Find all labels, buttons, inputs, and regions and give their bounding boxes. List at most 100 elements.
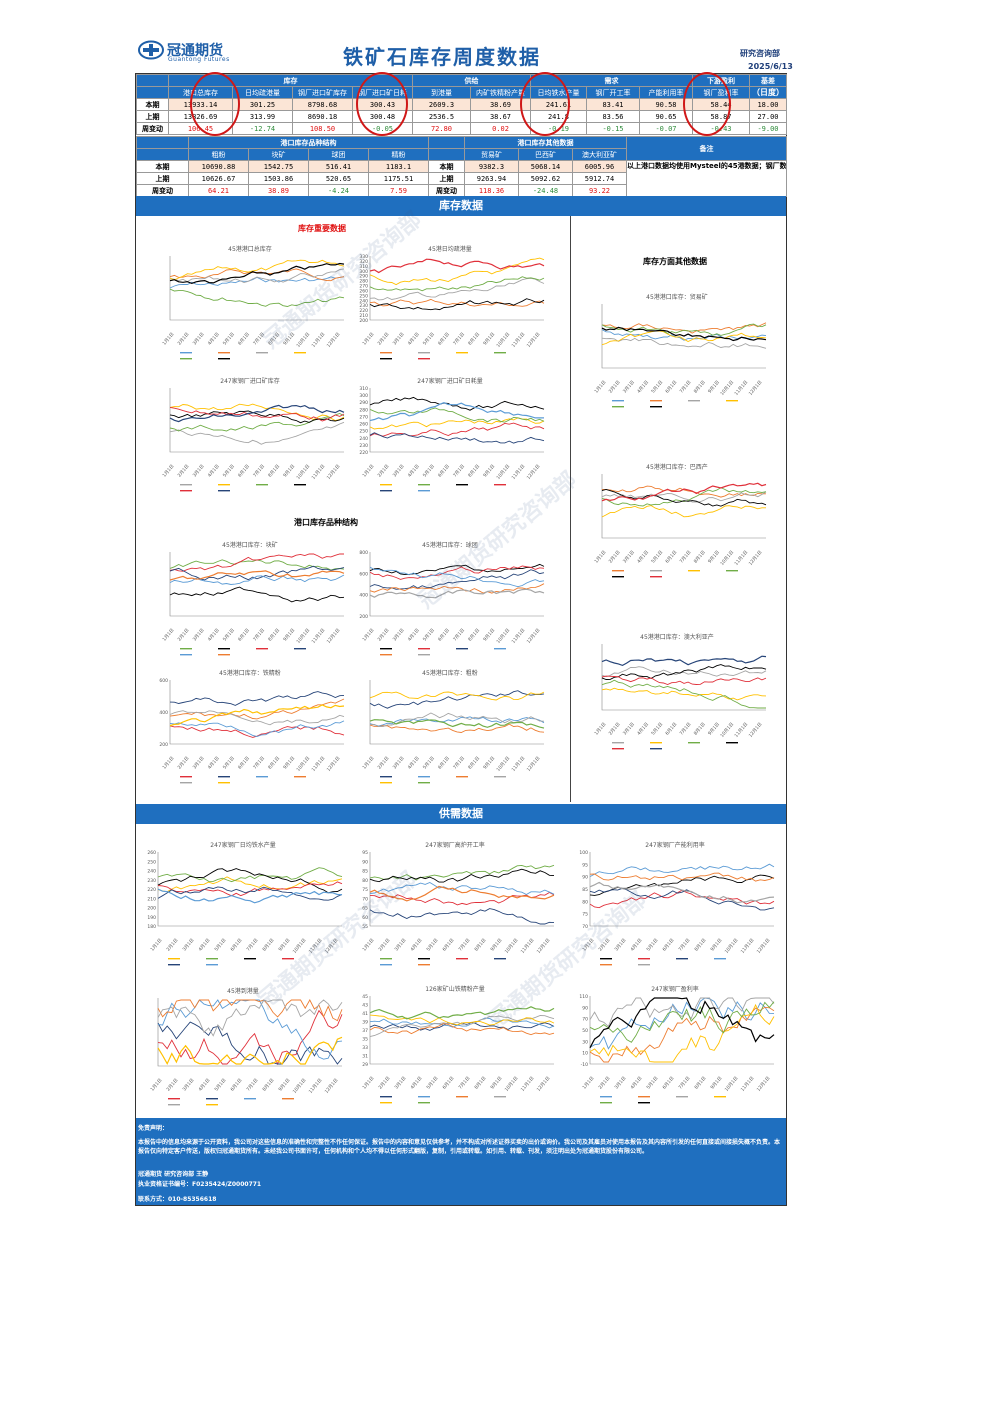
x-tick-label: 12月1日 [756, 937, 772, 954]
x-tick-label: 5月1日 [650, 549, 664, 564]
legend-swatch [168, 958, 180, 960]
series-line [589, 997, 775, 1049]
legend-swatch [638, 958, 650, 960]
x-tick-label: 10月1日 [495, 463, 511, 480]
x-tick-label: 1月1日 [593, 721, 607, 736]
series-line [169, 570, 345, 581]
y-tick-label: 250 [359, 293, 368, 299]
series-line [369, 422, 545, 437]
legend-swatch [650, 742, 662, 744]
legend-swatch [380, 776, 392, 778]
series-line [169, 410, 345, 424]
chart-hot-metal: 247家钢厂日均铁水产量 260 250 240 230 220 210 200 190 180 1… [138, 840, 348, 970]
x-tick-label: 8月1日 [467, 463, 481, 478]
chart-title: 45港到港量 [227, 988, 259, 995]
legend-swatch [380, 782, 392, 784]
x-tick-label: 11月1日 [511, 463, 527, 480]
chart-title: 45港港口库存：铁精粉 [219, 670, 281, 677]
license-number: 执业资格证书编号：F0235424/Z0000771 [138, 1181, 262, 1188]
chart-plot: 1月1日 2月1日 3月1日 4月1日 5月1日 6月1日 7月1日 8月1日 9月1日 10月1… [593, 304, 767, 408]
x-tick-label: 11月1日 [511, 755, 527, 772]
x-tick-label: 6月1日 [229, 937, 243, 952]
x-tick-label: 7月1日 [452, 627, 466, 642]
group-supply: 供给 [412, 74, 531, 87]
x-tick-label: 8月1日 [267, 463, 281, 478]
chart-plot: 1月1日 2月1日 3月1日 4月1日 5月1日 6月1日 7月1日 8月1日 9月1日 10月1… [593, 644, 767, 750]
legend-swatch [180, 654, 192, 656]
y-tick-label: 220 [147, 887, 156, 893]
legend-swatch [294, 648, 306, 650]
legend-swatch [612, 406, 624, 408]
x-tick-label: 10月1日 [504, 937, 520, 954]
x-tick-label: 6月1日 [437, 755, 451, 770]
y-tick-label: 200 [359, 318, 368, 324]
chart-title: 45港港口库存：贸易矿 [646, 294, 708, 301]
series-line [369, 402, 545, 422]
chart-axis [169, 388, 344, 453]
x-tick-label: 12月1日 [526, 331, 542, 348]
y-tick-label: 280 [359, 407, 368, 413]
x-tick-label: 11月1日 [311, 627, 327, 644]
y-tick-label: 310 [359, 264, 368, 270]
col-header: 到港量 [412, 86, 471, 99]
series-line [157, 876, 343, 893]
x-tick-label: 5月1日 [645, 1075, 659, 1090]
legend-swatch [676, 1096, 688, 1098]
series-line [369, 1017, 555, 1029]
disclaimer-title: 免责声明： [138, 1125, 169, 1132]
x-tick-label: 8月1日 [693, 379, 707, 394]
x-tick-label: 7月1日 [679, 379, 693, 394]
series-line [589, 1001, 775, 1043]
legend-swatch [456, 352, 468, 354]
legend-swatch [418, 484, 430, 486]
series-line [169, 259, 345, 281]
x-tick-label: 6月1日 [437, 463, 451, 478]
x-tick-label: 6月1日 [664, 721, 678, 736]
x-tick-label: 4月1日 [197, 937, 211, 952]
y-tick-label: 310 [359, 386, 368, 392]
x-tick-label: 1月1日 [161, 627, 175, 642]
y-tick-label: 65 [362, 906, 368, 912]
chart-plot: 1月1日 2月1日 3月1日 4月1日 5月1日 6月1日 7月1日 8月1日 9月1日 10月1… [161, 552, 345, 656]
legend-swatch [456, 484, 468, 486]
x-tick-label: 5月1日 [222, 627, 236, 642]
x-tick-label: 3月1日 [192, 755, 206, 770]
chart-port-daily-outflow: 45港日均疏港量 330 320 310 300 290 280 270 260 250 240 23… [350, 244, 550, 364]
x-tick-label: 7月1日 [252, 755, 266, 770]
series-line [601, 322, 767, 334]
x-tick-label: 6月1日 [664, 549, 678, 564]
legend-swatch [600, 1102, 612, 1104]
x-tick-label: 8月1日 [267, 627, 281, 642]
y-tick-label: 80 [582, 899, 588, 905]
legend-swatch [168, 1098, 180, 1100]
chart-port-lump: 45港港口库存：块矿 1月1日 2月1日 3月1日 4月1日 5月1日 6月1日 7月1日 8月… [150, 540, 350, 660]
x-tick-label: 4月1日 [207, 463, 221, 478]
x-tick-label: 10月1日 [495, 331, 511, 348]
legend-swatch [600, 964, 612, 966]
x-tick-label: 7月1日 [452, 755, 466, 770]
legend-swatch [380, 358, 392, 360]
y-tick-label: 90 [582, 1005, 588, 1011]
x-tick-label: 6月1日 [237, 755, 251, 770]
x-tick-label: 11月1日 [311, 755, 327, 772]
y-tick-label: 35 [362, 1037, 368, 1043]
x-tick-label: 10月1日 [724, 937, 740, 954]
legend-swatch [218, 782, 230, 784]
x-tick-label: 9月1日 [482, 755, 496, 770]
y-tick-label: 290 [359, 400, 368, 406]
legend-swatch [218, 358, 230, 360]
legend-swatch [168, 1104, 180, 1106]
x-tick-label: 4月1日 [207, 331, 221, 346]
x-tick-label: 6月1日 [229, 1077, 243, 1092]
x-tick-label: 3月1日 [622, 721, 636, 736]
y-tick-label: 280 [359, 279, 368, 285]
x-tick-label: 5月1日 [645, 937, 659, 952]
series-line [369, 868, 555, 883]
x-tick-label: 8月1日 [693, 549, 707, 564]
x-tick-label: 9月1日 [709, 937, 723, 952]
x-tick-label: 12月1日 [526, 755, 542, 772]
series-line [369, 432, 545, 444]
x-tick-label: 6月1日 [237, 627, 251, 642]
x-tick-label: 4月1日 [636, 721, 650, 736]
series-line [589, 1006, 775, 1063]
